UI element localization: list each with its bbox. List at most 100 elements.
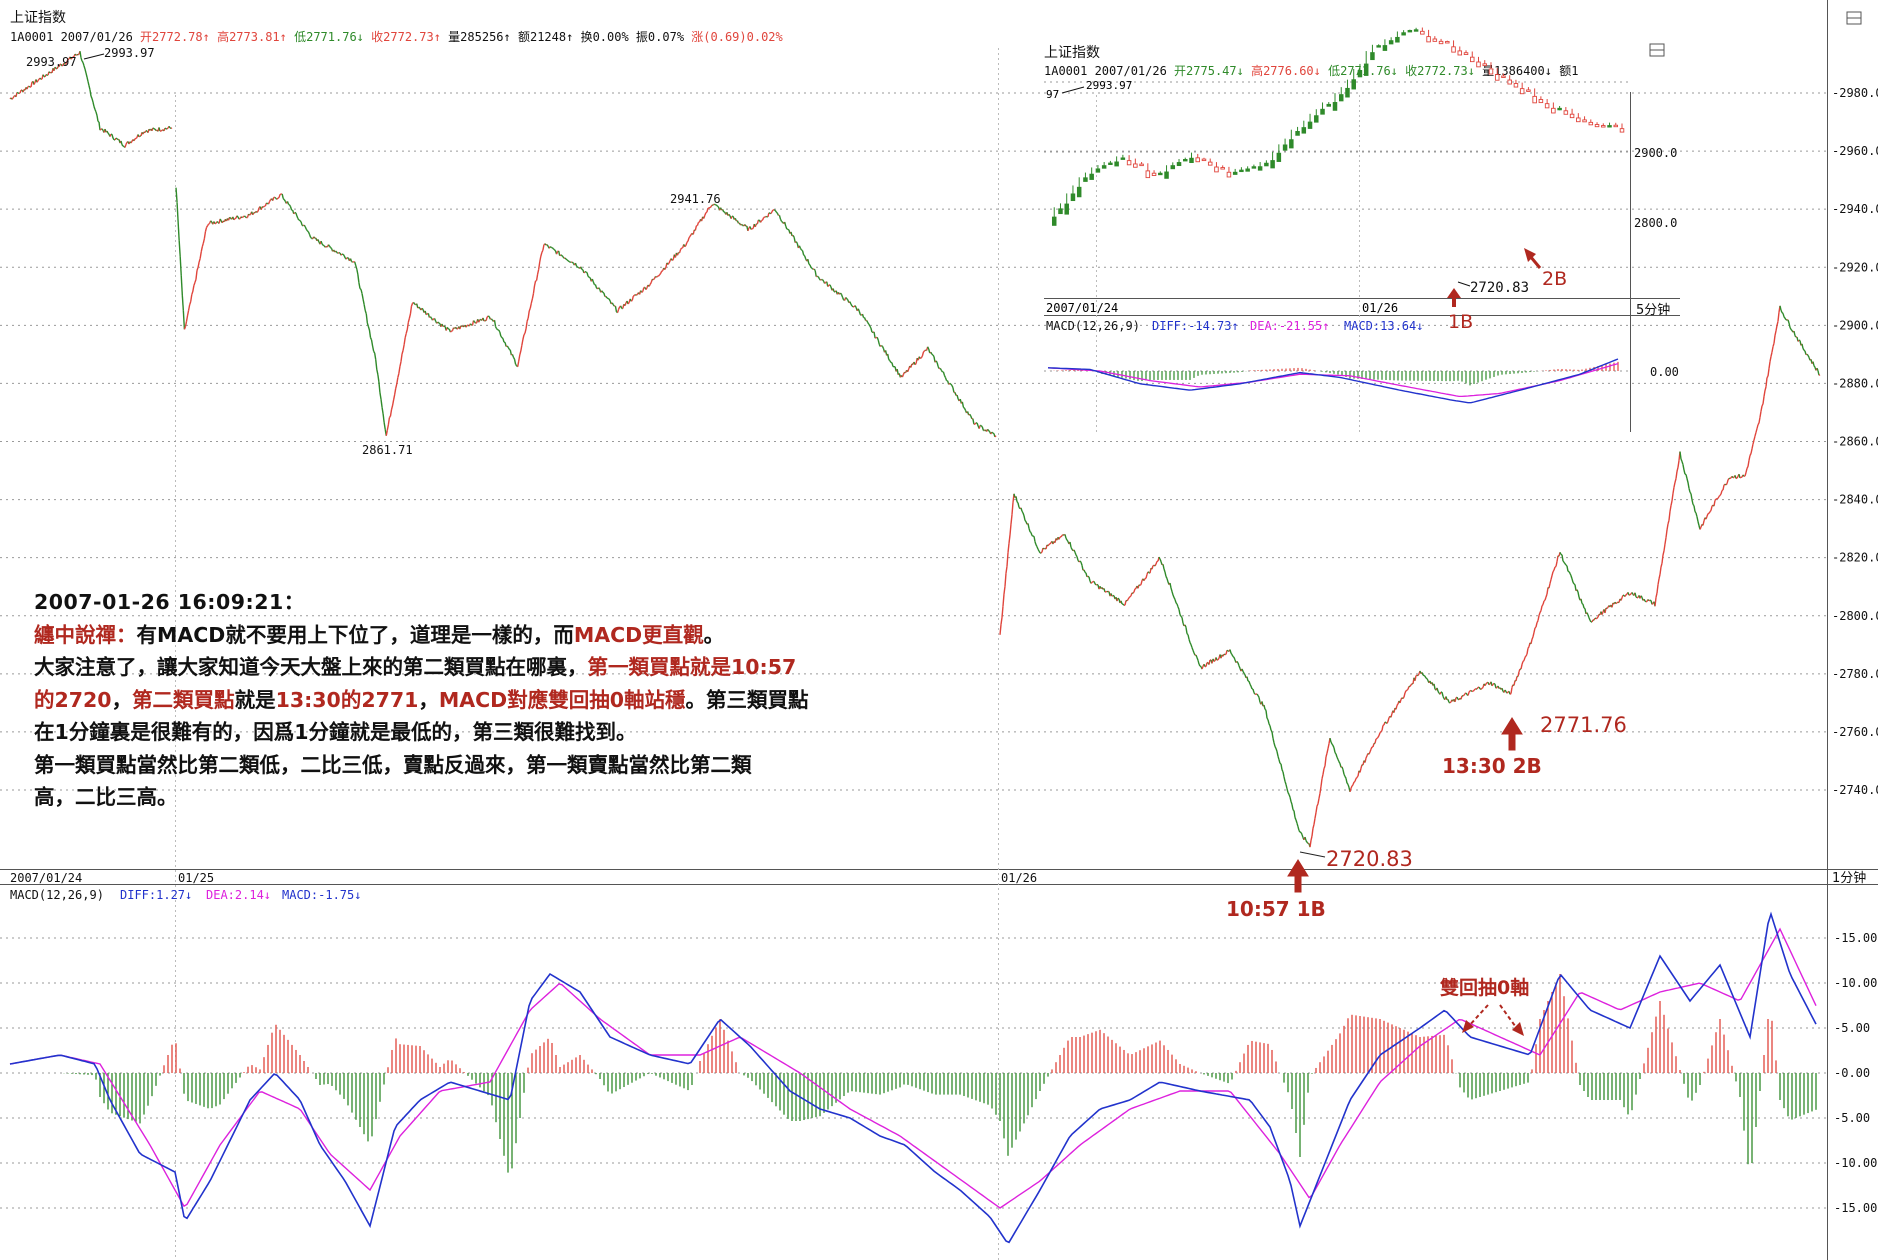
price-segment — [324, 245, 327, 248]
price-segment — [364, 310, 367, 315]
price-segment — [1316, 803, 1319, 807]
price-segment — [1047, 543, 1050, 547]
price-segment — [1774, 330, 1777, 336]
price-segment — [1354, 778, 1357, 782]
price-segment — [624, 302, 627, 306]
price-segment — [571, 261, 574, 264]
price-tick-label: -2840.0 — [1832, 493, 1878, 507]
price-segment — [1689, 491, 1692, 495]
price-segment — [560, 254, 563, 257]
inset-period: 5分钟 — [1636, 302, 1670, 318]
price-segment — [703, 215, 706, 219]
price-segment — [1378, 732, 1381, 736]
price-segment — [1271, 731, 1274, 739]
price-segment — [79, 51, 82, 58]
price-segment — [1758, 417, 1761, 424]
price-segment — [500, 335, 503, 338]
price-segment — [1589, 619, 1592, 623]
price-segment — [1233, 657, 1236, 661]
price-segment — [1664, 537, 1667, 545]
price-segment — [879, 345, 882, 348]
price-segment — [1263, 704, 1266, 710]
price-segment — [1124, 600, 1127, 606]
macd-header: MACD(12,26,9) DIFF:1.27↓ DEA:2.14↓ MACD:… — [10, 888, 361, 902]
price-segment — [125, 141, 128, 145]
price-segment — [1127, 597, 1130, 600]
price-segment — [181, 294, 185, 311]
price-segment — [531, 293, 535, 299]
price-segment — [101, 128, 104, 131]
inset-candle-body — [1426, 36, 1431, 43]
price-segment — [1382, 724, 1385, 726]
price-segment — [1769, 356, 1772, 362]
price-segment — [846, 298, 849, 301]
inset-macd — [1047, 358, 1619, 404]
price-segment — [202, 238, 206, 244]
price-segment — [1009, 524, 1012, 535]
price-segment — [1170, 587, 1173, 592]
price-segment — [1781, 312, 1784, 314]
price-segment — [1002, 593, 1005, 607]
price-segment — [133, 138, 136, 142]
inset-candle-body — [1083, 177, 1088, 182]
inset-candle-body — [1239, 169, 1244, 173]
inset-candle-body — [1139, 163, 1144, 167]
inset-candle-body — [1457, 50, 1463, 56]
price-segment — [195, 270, 198, 280]
macd-lines — [9, 911, 1817, 1244]
inset-candle-body — [1133, 163, 1138, 168]
price-segment — [358, 282, 361, 289]
price-segment — [1035, 544, 1038, 548]
price-segment — [1189, 642, 1192, 645]
price-segment — [81, 60, 84, 63]
price-segment — [184, 321, 188, 327]
price-segment — [1559, 552, 1562, 555]
inset-candle-body — [1145, 170, 1151, 179]
price-segment — [818, 278, 821, 281]
price-segment — [535, 274, 539, 281]
price-segment — [1407, 686, 1410, 690]
price-segment — [89, 89, 92, 97]
price-segment — [676, 252, 680, 256]
price-segment — [1298, 830, 1301, 833]
price-segment — [576, 265, 579, 268]
price-segment — [1745, 468, 1748, 473]
price-segment — [1686, 478, 1689, 483]
price-segment — [91, 98, 94, 103]
price-segment — [1436, 687, 1439, 692]
price-segment — [1166, 578, 1169, 583]
price-segment — [1172, 594, 1175, 598]
inset-candle-body — [1189, 157, 1194, 163]
price-segment — [1038, 550, 1041, 554]
price-segment — [1365, 755, 1368, 759]
price-segment — [1409, 684, 1412, 687]
arrow-2b — [1501, 717, 1523, 751]
price-segment — [1426, 678, 1429, 681]
inset-diff-line — [1047, 358, 1619, 404]
price-segment — [1790, 328, 1793, 331]
price-segment — [396, 377, 399, 385]
price-segment — [451, 330, 453, 332]
price-segment — [655, 275, 658, 278]
price-segment — [1521, 661, 1524, 665]
inset-menu-icon[interactable] — [1649, 43, 1665, 57]
price-segment — [1606, 606, 1609, 609]
price-segment — [1040, 551, 1043, 554]
price-segment — [392, 394, 396, 401]
price-segment — [1017, 502, 1020, 508]
price-segment — [1658, 574, 1661, 580]
price-segment — [712, 203, 715, 206]
inset-candle-body — [1576, 117, 1581, 123]
price-segment — [963, 407, 967, 411]
price-segment — [296, 215, 299, 219]
price-segment — [775, 211, 778, 214]
price-segment — [876, 336, 879, 341]
price-segment — [686, 240, 689, 243]
price-segment — [90, 95, 93, 99]
corner-icon[interactable] — [1846, 11, 1862, 25]
price-segment — [854, 305, 857, 309]
price-segment — [1318, 793, 1321, 799]
price-segment — [1532, 632, 1535, 638]
price-segment — [1368, 751, 1371, 755]
price-segment — [203, 231, 207, 239]
